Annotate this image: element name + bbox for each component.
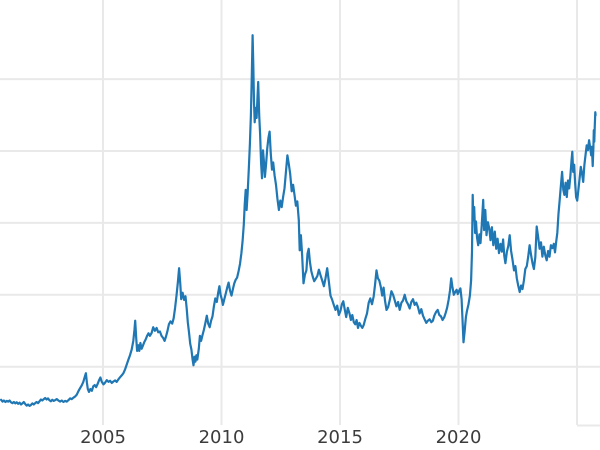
x-tick-label: 2020 [436,427,482,448]
x-tick-label: 2005 [80,427,126,448]
x-tick-label: 2010 [199,427,245,448]
x-axis-tick-labels: 2005 2010 2015 2020 [80,427,481,448]
series-line-price [0,34,597,407]
x-tick-label: 2015 [317,427,363,448]
gridlines [0,0,600,427]
price-line-series [0,34,597,407]
